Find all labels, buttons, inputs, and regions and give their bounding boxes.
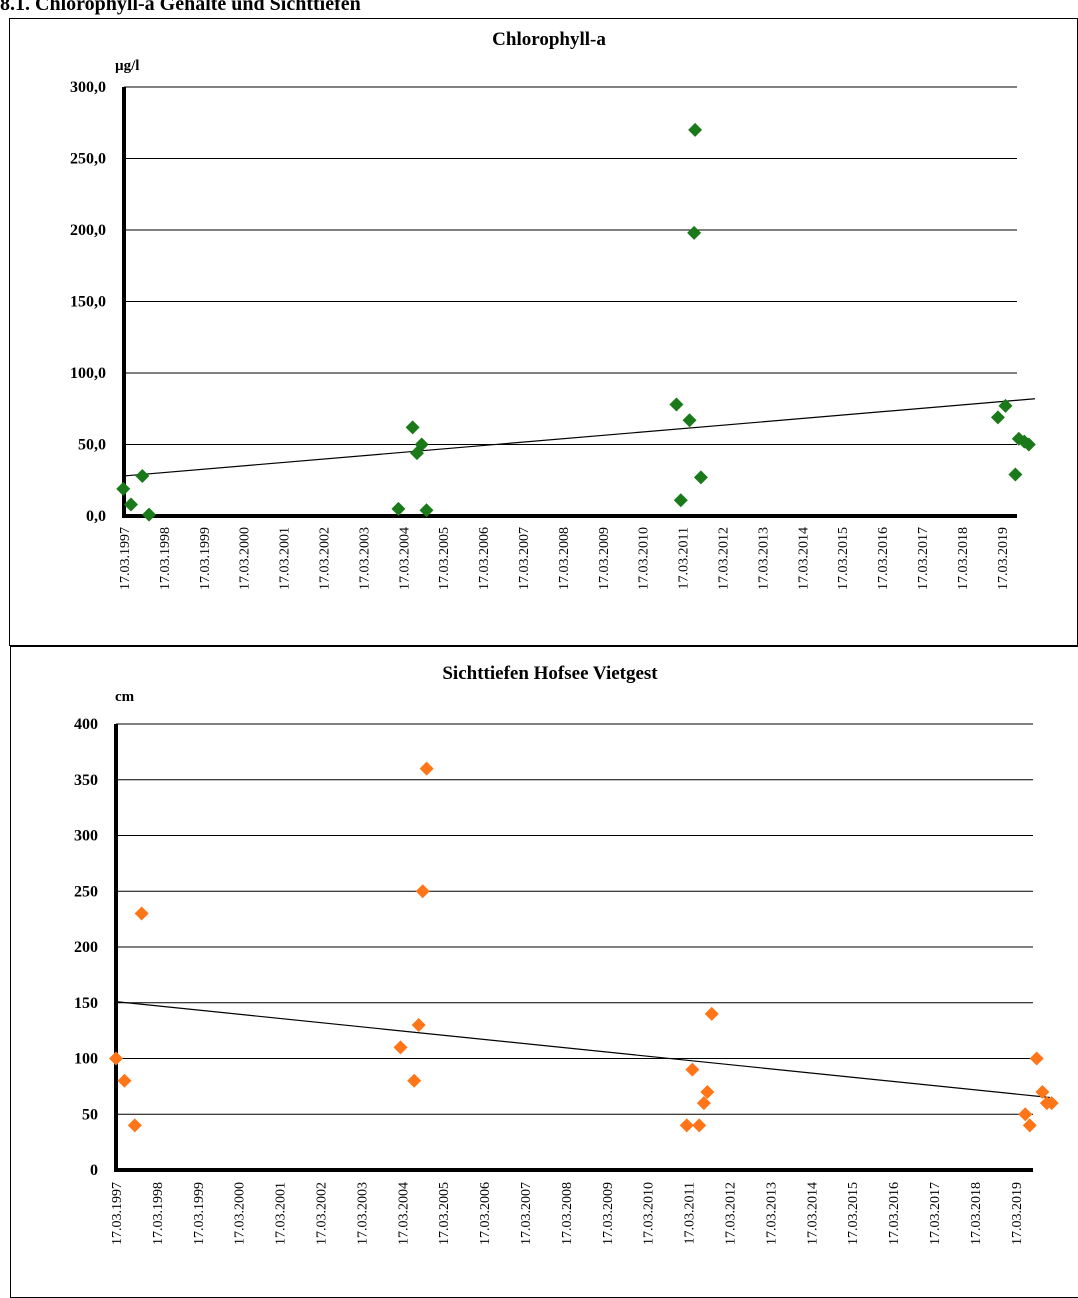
chlorophyll-chart-frame [9,18,1078,646]
page-header: 8.1. Chlorophyll-a Gehalte und Sichttief… [0,0,361,15]
secchi-depth-chart-frame [10,646,1078,1298]
